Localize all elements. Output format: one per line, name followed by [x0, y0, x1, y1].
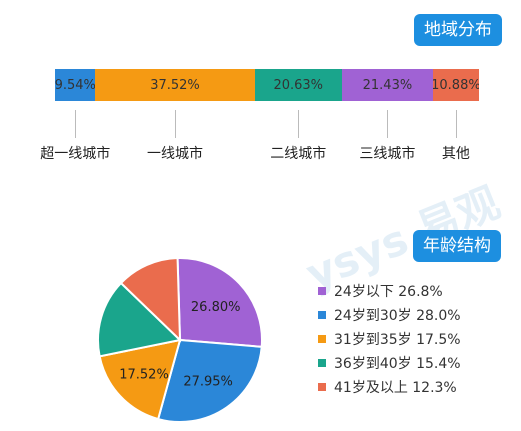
legend-label: 41岁及以上 12.3% — [334, 380, 457, 396]
category-label: 其他 — [441, 146, 470, 162]
pie-slice — [98, 338, 182, 421]
bar-segment: 20.63% — [254, 69, 342, 101]
pie-slice-label: 17.52% — [119, 368, 169, 383]
pie-slice-label: 27.95% — [183, 374, 233, 389]
category-label: 二线城市 — [270, 146, 327, 162]
bar-segment: 37.52% — [95, 69, 255, 101]
category-leader-line — [298, 110, 300, 138]
category-label: 三线城市 — [359, 146, 416, 162]
legend-swatch — [318, 311, 326, 319]
category-label: 超一线城市 — [40, 146, 111, 162]
pie-slice-label: 26.80% — [191, 300, 241, 315]
category-leader-line — [387, 110, 389, 138]
region-stacked-bar: 9.54% 37.52% 20.63% 21.43% 10.88% — [55, 69, 479, 101]
category-leader-line — [455, 110, 457, 138]
bar-segment-label: 10.88% — [432, 77, 479, 93]
bar-segment-label: 21.43% — [362, 77, 413, 93]
legend-label: 24岁以下 26.8% — [334, 284, 443, 300]
age-legend: 24岁以下 26.8% 24岁到30岁 28.0% 31岁到35岁 17.5% 36岁… — [318, 279, 461, 399]
bar-segment: 9.54% — [55, 69, 96, 101]
legend-swatch — [318, 335, 326, 343]
bar-segment-label: 9.54% — [55, 77, 96, 93]
legend-swatch — [318, 383, 326, 391]
legend-item: 31岁到35岁 17.5% — [318, 327, 461, 351]
pie-slice — [176, 257, 263, 348]
pie-slice — [156, 338, 263, 423]
legend-label: 31岁到35岁 17.5% — [334, 332, 461, 348]
age-title-badge: 年龄结构 — [413, 230, 501, 262]
legend-swatch — [318, 287, 326, 295]
bar-segment: 21.43% — [341, 69, 433, 101]
category-label: 一线城市 — [146, 146, 203, 162]
legend-item: 41岁及以上 12.3% — [318, 375, 461, 399]
bar-segment: 10.88% — [432, 69, 479, 101]
bar-segment-label: 20.63% — [273, 77, 324, 93]
legend-label: 24岁到30岁 28.0% — [334, 308, 461, 324]
legend-item: 24岁到30岁 28.0% — [318, 303, 461, 327]
bar-segment-label: 37.52% — [150, 77, 200, 93]
pie-slice — [119, 257, 182, 343]
region-title-badge: 地域分布 — [414, 14, 502, 46]
age-pie-chart: 26.80% 27.95% 17.52% — [97, 257, 263, 423]
category-leader-line — [75, 110, 77, 138]
legend-label: 36岁到40岁 15.4% — [334, 356, 461, 372]
category-leader-line — [174, 110, 176, 138]
legend-swatch — [318, 359, 326, 367]
legend-item: 36岁到40岁 15.4% — [318, 351, 461, 375]
pie-slice — [97, 281, 183, 358]
legend-item: 24岁以下 26.8% — [318, 279, 461, 303]
